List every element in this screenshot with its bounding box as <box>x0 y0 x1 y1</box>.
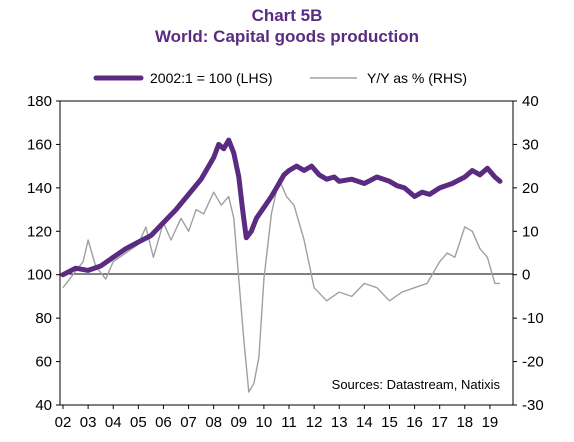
x-tick-label: 16 <box>406 414 423 431</box>
left-tick-label: 100 <box>27 267 52 284</box>
left-tick-label: 180 <box>27 93 52 110</box>
source-note: Sources: Datastream, Natixis <box>332 377 501 392</box>
plot-area <box>59 100 514 406</box>
x-axis: 02 03 04 05 06 07 08 09 10 11 12 13 14 15 16 17 18 19 <box>55 405 499 431</box>
legend: 2002:1 = 100 (LHS) Y/Y as % (RHS) <box>93 70 467 86</box>
x-tick-label: 02 <box>55 414 72 431</box>
x-tick-label: 18 <box>456 414 473 431</box>
series-line-yoy <box>62 178 500 393</box>
x-tick-label: 17 <box>431 414 448 431</box>
x-tick-label: 11 <box>281 414 297 431</box>
chart-title: Chart 5B <box>251 6 323 25</box>
left-tick-label: 160 <box>27 136 52 153</box>
x-tick-label: 04 <box>105 414 122 431</box>
left-tick-label: 120 <box>27 223 52 240</box>
chart-subtitle: World: Capital goods production <box>154 27 420 46</box>
x-tick-label: 06 <box>155 414 172 431</box>
left-axis: 40 60 80 100 120 140 160 180 <box>27 93 60 414</box>
series-line-index <box>60 137 503 278</box>
x-tick-label: 15 <box>381 414 398 431</box>
x-tick-label: 03 <box>80 414 97 431</box>
legend-label-index: 2002:1 = 100 (LHS) <box>150 70 273 86</box>
x-tick-label: 07 <box>180 414 197 431</box>
right-axis: -30 -20 -10 0 10 20 30 40 <box>513 93 544 414</box>
x-tick-label: 19 <box>482 414 499 431</box>
right-tick-label: 20 <box>522 180 539 197</box>
left-tick-label: 80 <box>35 310 52 327</box>
x-tick-label: 13 <box>331 414 348 431</box>
x-tick-label: 08 <box>205 414 222 431</box>
right-tick-label: -20 <box>522 354 544 371</box>
right-tick-label: -30 <box>522 397 544 414</box>
right-tick-label: 10 <box>522 223 539 240</box>
legend-label-yoy: Y/Y as % (RHS) <box>367 70 467 86</box>
right-tick-label: -10 <box>522 310 544 327</box>
right-tick-label: 40 <box>522 93 539 110</box>
x-tick-label: 05 <box>130 414 147 431</box>
x-tick-label: 12 <box>306 414 323 431</box>
left-tick-label: 140 <box>27 180 52 197</box>
right-tick-label: 0 <box>522 267 530 284</box>
left-tick-label: 40 <box>35 397 52 414</box>
x-tick-label: 10 <box>256 414 273 431</box>
left-tick-label: 60 <box>35 354 52 371</box>
x-tick-label: 09 <box>230 414 247 431</box>
x-tick-label: 14 <box>356 414 373 431</box>
right-tick-label: 30 <box>522 136 539 153</box>
